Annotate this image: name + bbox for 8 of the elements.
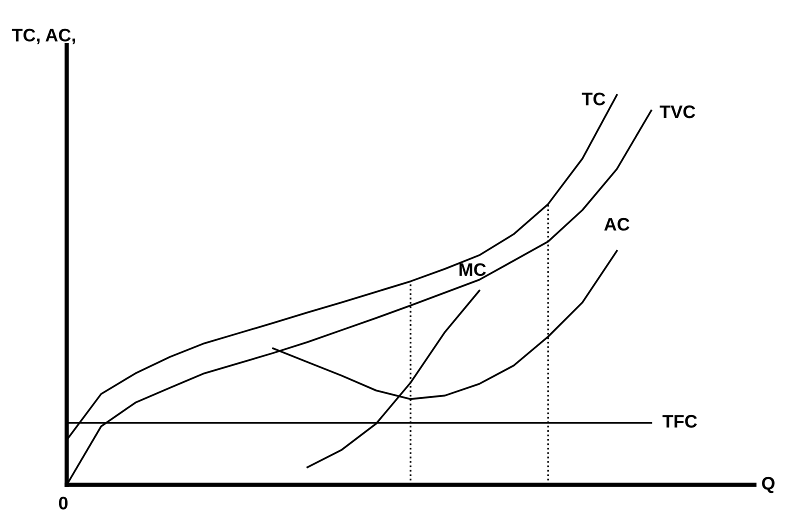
series-label: AC [604, 218, 630, 231]
x-axis-title: Q [762, 476, 775, 494]
series-label: TC [582, 92, 606, 106]
series-label: TVC [660, 105, 696, 118]
text: 0 [58, 496, 68, 510]
y-axis-title: TC, AC, [12, 28, 76, 44]
series-label: TFC [662, 414, 697, 428]
series-label: MC [460, 263, 486, 276]
